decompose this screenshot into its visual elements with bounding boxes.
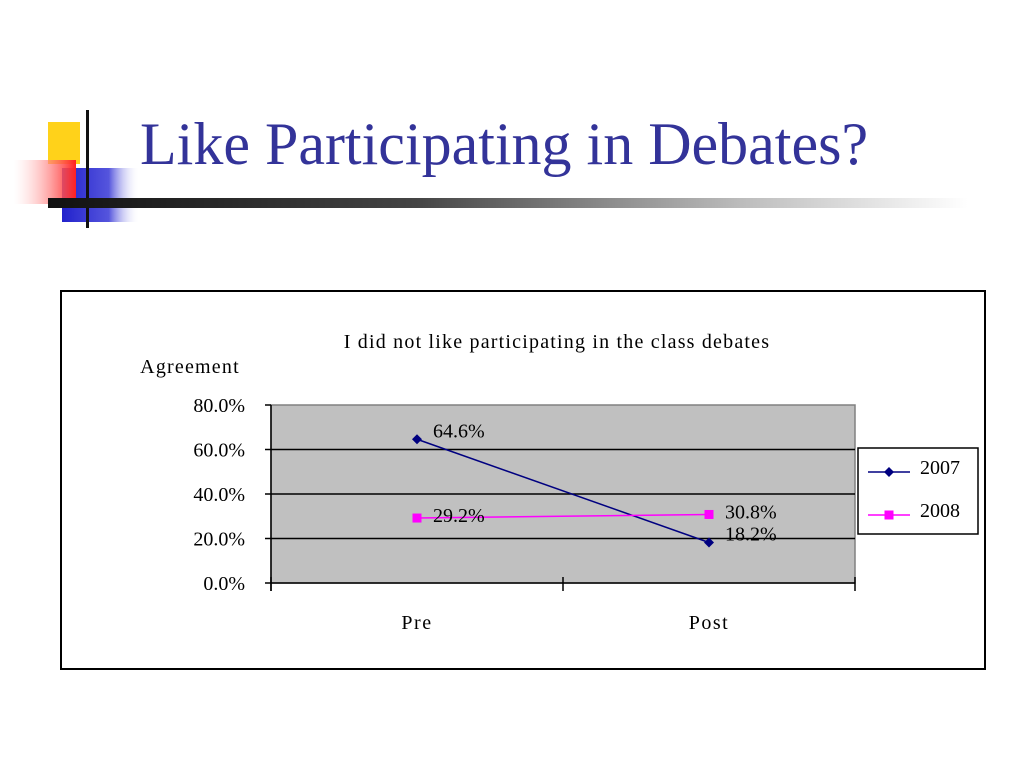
data-label-2007: 64.6%: [433, 420, 485, 442]
y-tick-label: 20.0%: [193, 529, 245, 551]
y-tick-label: 80.0%: [193, 395, 245, 417]
x-tick-label: Pre: [401, 612, 432, 634]
data-point-2007: [704, 537, 714, 548]
line-chart: I did not like participating in the clas…: [60, 290, 986, 670]
y-tick-label: 0.0%: [203, 573, 245, 595]
legend-box: [857, 447, 979, 535]
legend-label-2007: 2007: [920, 457, 960, 479]
plot-area: 0.0% 20.0% 40.0% 60.0% 80.0% Pre Post 64.6% 18.2…: [193, 395, 856, 634]
data-label-2008: 30.8%: [725, 501, 777, 523]
data-point-2008: [412, 513, 422, 523]
decorative-logo-icon: [14, 110, 140, 228]
legend-marker-2007: [884, 467, 894, 477]
legend-marker-2008: [884, 510, 894, 520]
data-label-2007: 18.2%: [725, 524, 777, 546]
legend-label-2008: 2008: [920, 500, 960, 522]
series-line-2008: [416, 513, 710, 519]
slide-title: Like Participating in Debates?: [140, 111, 869, 177]
data-point-2007: [412, 434, 422, 445]
chart-title: I did not like participating in the clas…: [344, 331, 770, 353]
data-label-2008: 29.2%: [433, 505, 485, 527]
series-line-2007: [416, 438, 710, 544]
x-tick-label: Post: [689, 612, 729, 634]
title-divider: [48, 198, 968, 208]
legend: 2007 2008: [857, 447, 979, 535]
y-axis-label: Agreement: [140, 356, 240, 378]
data-point-2008: [704, 509, 714, 519]
y-tick-label: 40.0%: [193, 484, 245, 506]
y-tick-label: 60.0%: [193, 440, 245, 462]
